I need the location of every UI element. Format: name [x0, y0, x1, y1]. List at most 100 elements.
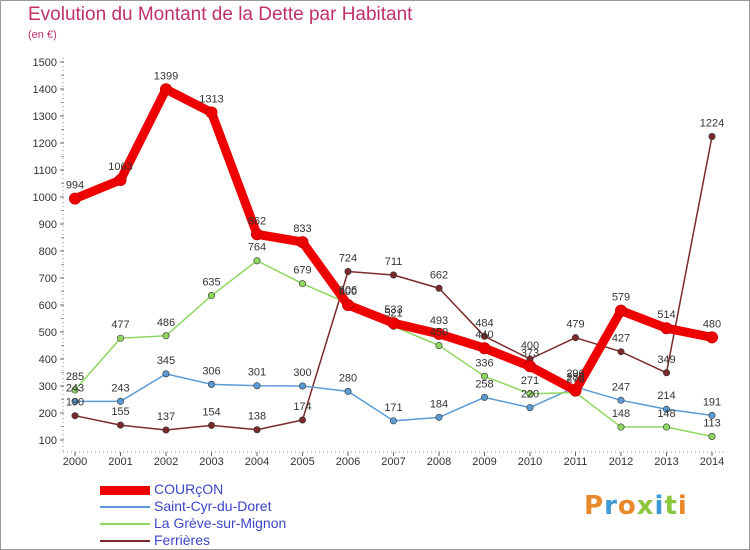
data-point: [480, 393, 488, 401]
data-label: 345: [157, 355, 175, 367]
data-point: [706, 331, 718, 344]
data-label: 220: [521, 389, 539, 401]
data-label: 296: [566, 368, 584, 380]
data-label: 764: [248, 242, 266, 254]
data-label: 191: [703, 396, 721, 408]
data-label: 480: [703, 318, 721, 330]
data-label: 155: [111, 406, 129, 418]
y-tick-label: 1300: [33, 111, 57, 123]
data-point: [342, 299, 354, 311]
data-label: 247: [612, 381, 630, 393]
series-lines: [69, 83, 718, 440]
data-label: 306: [202, 365, 220, 377]
data-point: [208, 421, 216, 429]
data-point: [662, 369, 670, 377]
data-point: [162, 426, 170, 434]
data-point: [253, 257, 261, 265]
data-label: 280: [339, 372, 357, 384]
data-point: [708, 411, 716, 419]
data-label: 148: [657, 408, 675, 420]
data-point: [433, 327, 445, 340]
data-point: [435, 341, 443, 349]
data-point: [526, 404, 534, 412]
x-tick-label: 2004: [245, 456, 269, 468]
data-label: 1399: [154, 70, 178, 82]
data-label: 137: [157, 411, 175, 423]
data-point: [208, 380, 216, 388]
data-label: 258: [475, 378, 493, 390]
data-label: 1063: [108, 161, 132, 173]
data-point: [660, 322, 673, 335]
data-label: 600: [339, 286, 357, 298]
proxiti-logo: Proxiti: [584, 491, 688, 521]
data-point: [298, 280, 306, 288]
chart-title: Evolution du Montant de la Dette par Hab…: [28, 4, 413, 25]
data-point: [435, 284, 443, 292]
data-label: 138: [248, 411, 266, 423]
data-point: [571, 334, 579, 342]
data-label: 174: [293, 401, 311, 413]
y-tick-label: 800: [39, 246, 57, 258]
legend-label: COURçON: [154, 481, 224, 497]
data-point: [71, 397, 79, 405]
data-label: 190: [66, 397, 84, 409]
data-point: [298, 382, 306, 390]
series-line: [70, 84, 717, 396]
data-label: 994: [66, 180, 84, 192]
data-point: [253, 426, 261, 434]
data-point: [617, 423, 625, 431]
data-label: 450: [430, 327, 448, 339]
data-label: 276: [566, 373, 584, 385]
data-labels: 190 155 137 154 138 174 724 711 662 484 400 479 427 3…: [66, 70, 724, 429]
data-label: 1224: [700, 118, 724, 130]
data-label: 711: [385, 256, 403, 268]
x-tick-label: 2011: [564, 456, 588, 468]
y-tick-label: 600: [39, 300, 57, 312]
y-tick-label: 400: [39, 354, 57, 366]
data-label: 479: [566, 319, 584, 331]
data-label: 400: [521, 340, 539, 352]
data-point: [615, 304, 627, 317]
data-point: [526, 390, 534, 398]
y-tick-label: 500: [39, 327, 57, 339]
data-label: 300: [293, 367, 311, 379]
data-label: 579: [612, 292, 630, 304]
y-tick-label: 1100: [33, 165, 57, 177]
x-tick-label: 2001: [108, 456, 132, 468]
data-point: [298, 416, 306, 424]
x-tick-label: 2013: [654, 456, 678, 468]
data-label: 373: [521, 347, 539, 359]
data-point: [617, 348, 625, 356]
data-label: 724: [339, 253, 357, 265]
data-label: 662: [430, 269, 448, 281]
chart-unit: (en €): [28, 29, 57, 41]
data-point: [69, 192, 81, 205]
x-tick-label: 2012: [609, 456, 633, 468]
legend-swatch: [100, 540, 150, 542]
data-label: 635: [202, 277, 220, 289]
data-label: 862: [248, 215, 266, 227]
data-label: 486: [157, 317, 175, 329]
legend-label: La Grève-sur-Mignon: [154, 515, 287, 531]
x-tick-label: 2003: [199, 456, 223, 468]
data-point: [71, 386, 79, 394]
data-point: [251, 228, 263, 241]
data-point: [617, 396, 625, 404]
data-label: 533: [384, 304, 402, 316]
data-point: [708, 133, 716, 141]
x-tick-label: 2007: [381, 456, 405, 468]
data-point: [117, 334, 125, 342]
y-tick-label: 200: [39, 408, 57, 420]
x-tick-label: 2010: [518, 456, 542, 468]
data-label: 285: [66, 371, 84, 383]
data-label: 271: [521, 375, 539, 387]
data-point: [480, 372, 488, 380]
x-tick-label: 2014: [700, 456, 724, 468]
legend-swatch: [100, 506, 150, 508]
legend-label: Ferrières: [154, 532, 211, 548]
data-label: 171: [384, 402, 402, 414]
data-point: [478, 342, 491, 355]
data-point: [71, 412, 79, 420]
data-label: 606: [339, 284, 357, 296]
